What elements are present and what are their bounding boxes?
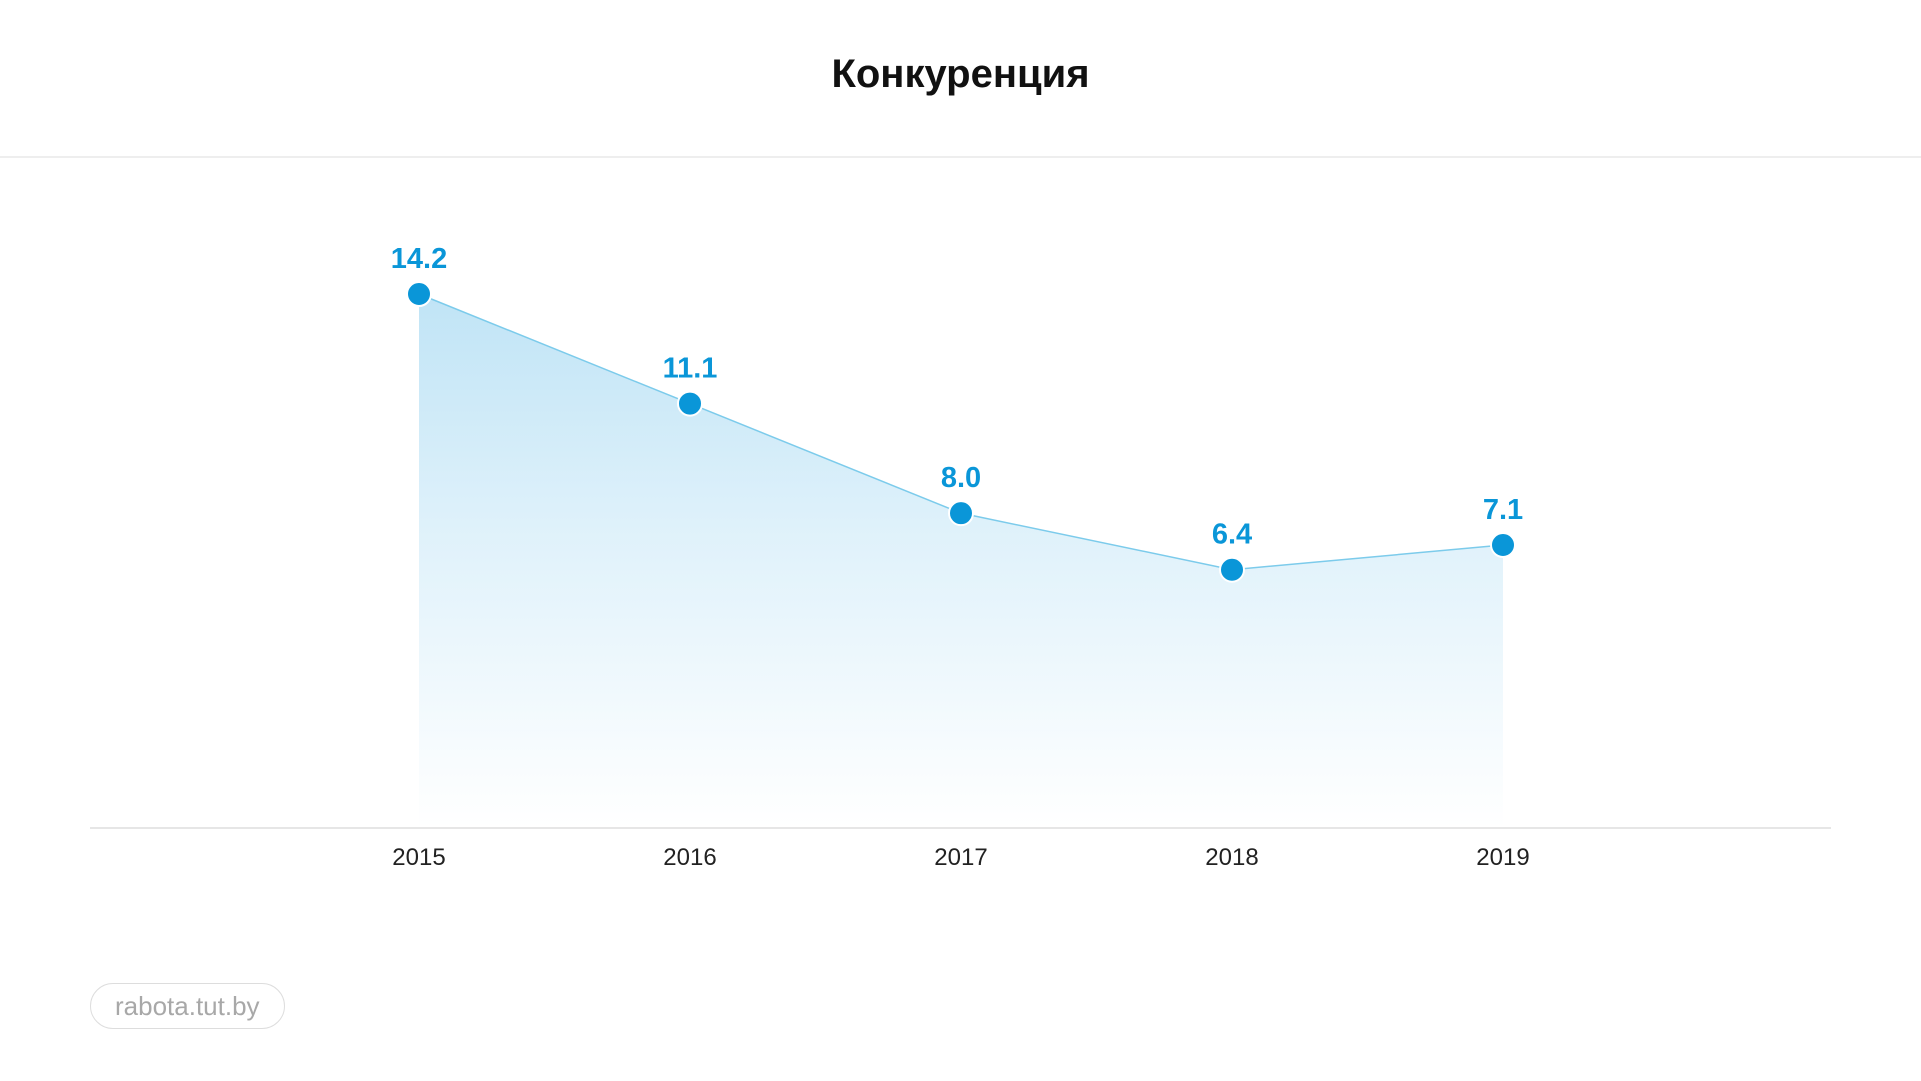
data-point-2019[interactable]: [1490, 531, 1516, 558]
x-tick-label-2016: 2016: [663, 844, 716, 871]
data-point-2017[interactable]: [948, 500, 974, 527]
data-label-2016: 11.1: [663, 353, 718, 385]
data-point-2015[interactable]: [406, 281, 432, 307]
data-label-2019: 7.1: [1483, 494, 1523, 526]
x-tick-label-2019: 2019: [1476, 844, 1529, 871]
data-label-2015: 14.2: [391, 243, 447, 275]
data-point-2018[interactable]: [1219, 556, 1245, 583]
data-label-2017: 8.0: [941, 462, 981, 494]
data-label-2018: 6.4: [1212, 519, 1252, 551]
page-title: Конкуренция: [831, 52, 1090, 96]
x-tick-label-2015: 2015: [392, 844, 445, 871]
x-tick-label-2018: 2018: [1205, 844, 1258, 871]
data-point-2016[interactable]: [677, 390, 703, 417]
header-divider: [0, 156, 1921, 158]
area-fill: [419, 294, 1503, 828]
x-tick-label-2017: 2017: [934, 844, 987, 871]
source-badge[interactable]: rabota.tut.by: [90, 983, 285, 1029]
